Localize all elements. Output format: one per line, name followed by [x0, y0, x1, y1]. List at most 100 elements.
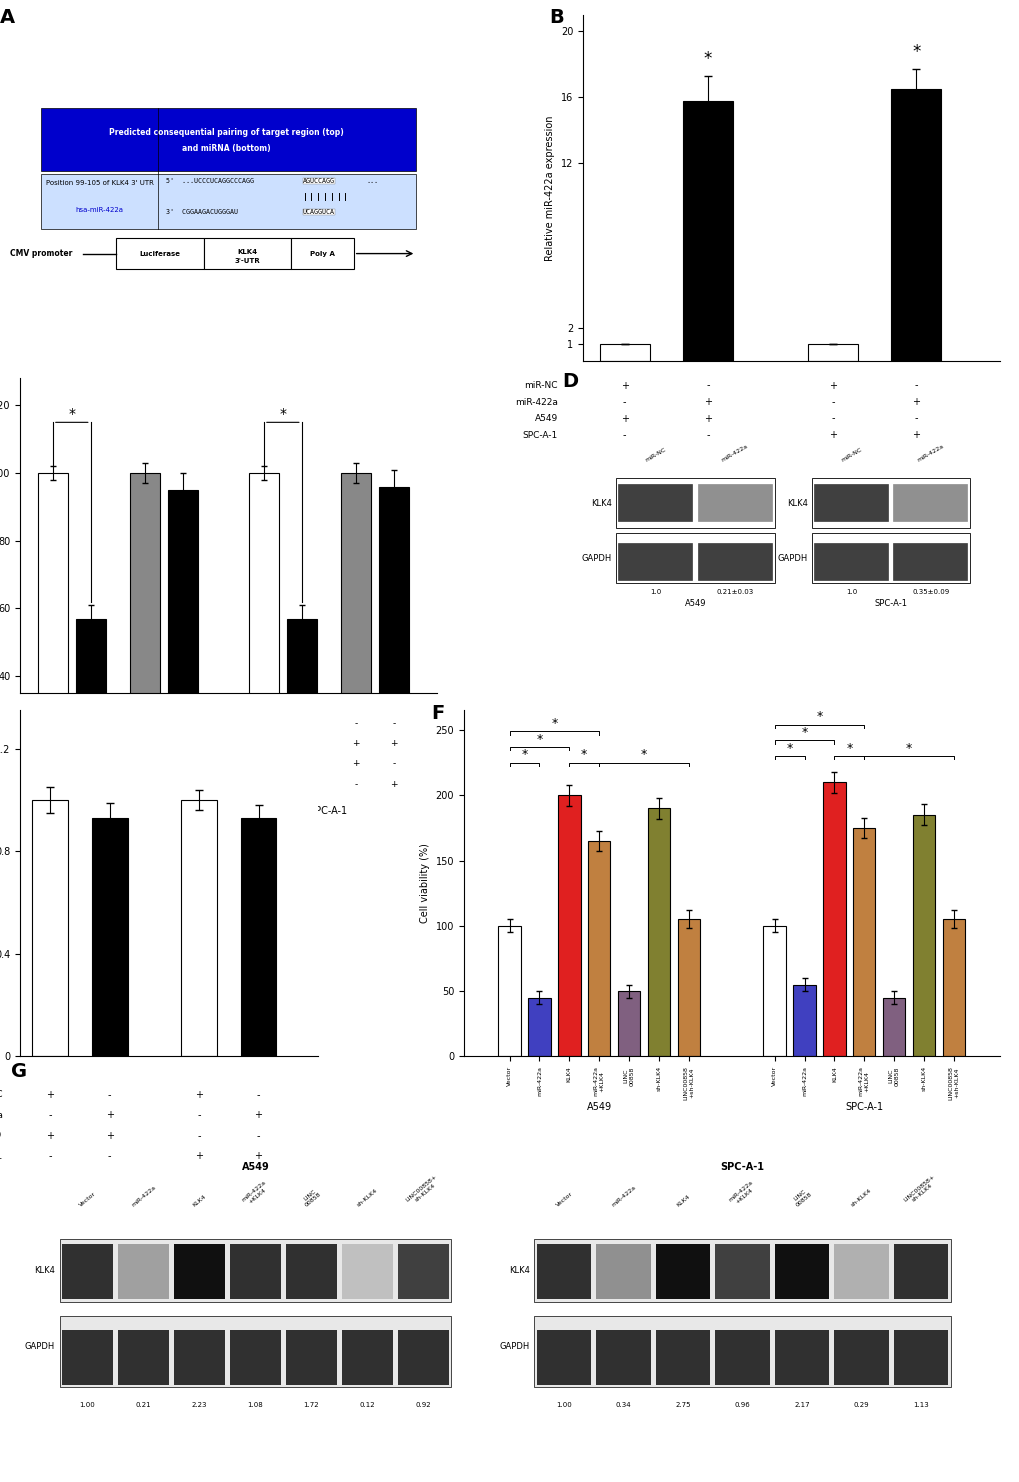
FancyBboxPatch shape	[41, 173, 416, 230]
Text: +: +	[255, 1152, 262, 1162]
Text: B: B	[549, 7, 564, 27]
Text: sh-KLK4: sh-KLK4	[850, 1187, 872, 1208]
Text: -: -	[623, 397, 626, 408]
Text: -: -	[181, 759, 184, 769]
Text: A549: A549	[0, 1131, 2, 1141]
Text: -: -	[914, 381, 917, 391]
Text: -: -	[48, 1110, 52, 1120]
Text: 0.21±0.03: 0.21±0.03	[715, 590, 753, 596]
Bar	[618, 991, 640, 1057]
Text: Vector: Vector	[78, 1192, 97, 1208]
Text: LINC
00858: LINC 00858	[791, 1187, 812, 1208]
Text: 0.34: 0.34	[615, 1402, 631, 1408]
Text: *: *	[279, 406, 286, 421]
Text: A549: A549	[684, 599, 705, 608]
Text: *: *	[68, 406, 75, 421]
Text: +: +	[49, 719, 57, 728]
FancyBboxPatch shape	[397, 1243, 448, 1298]
Text: +: +	[106, 1110, 113, 1120]
Text: 3'-UTR: 3'-UTR	[234, 258, 260, 264]
FancyBboxPatch shape	[174, 1329, 225, 1384]
Text: 0.35±0.09: 0.35±0.09	[911, 590, 949, 596]
Text: CMV promoter: CMV promoter	[10, 249, 72, 258]
FancyBboxPatch shape	[285, 1243, 336, 1298]
Text: +: +	[298, 780, 306, 788]
Y-axis label: Cell viability (%): Cell viability (%)	[420, 843, 430, 923]
Text: A549: A549	[586, 1103, 611, 1112]
FancyBboxPatch shape	[596, 1243, 650, 1298]
Bar	[677, 919, 699, 1057]
Text: *: *	[801, 726, 807, 740]
Text: miR-NC: miR-NC	[0, 1091, 2, 1100]
Text: A549: A549	[534, 413, 557, 422]
Text: -: -	[181, 719, 184, 728]
Text: and miRNA (bottom): and miRNA (bottom)	[182, 144, 271, 153]
FancyBboxPatch shape	[893, 1329, 948, 1384]
Text: GAPDH: GAPDH	[776, 554, 807, 563]
Text: miR-422a: miR-422a	[130, 1184, 157, 1208]
Bar	[683, 101, 733, 360]
Text: -: -	[623, 430, 626, 440]
FancyBboxPatch shape	[893, 542, 967, 581]
Bar	[534, 1239, 950, 1303]
Text: -: -	[300, 759, 303, 769]
Bar	[498, 926, 521, 1057]
FancyBboxPatch shape	[174, 1243, 225, 1298]
Text: KLK4: KLK4	[237, 249, 258, 255]
Bar	[204, 239, 291, 270]
Text: miR-422a: miR-422a	[0, 1112, 2, 1120]
Bar	[75, 618, 106, 811]
Bar	[793, 984, 815, 1057]
Bar	[811, 534, 969, 582]
Bar	[822, 782, 845, 1057]
Text: -: -	[391, 759, 395, 769]
Text: +: +	[260, 719, 267, 728]
Text: +: +	[389, 780, 397, 788]
Text: +: +	[87, 780, 95, 788]
Text: +: +	[46, 1131, 54, 1141]
Bar	[852, 828, 874, 1057]
Text: 0.92: 0.92	[415, 1402, 431, 1408]
Bar	[38, 473, 67, 811]
Bar	[59, 1239, 450, 1303]
Bar	[249, 473, 278, 811]
FancyBboxPatch shape	[536, 1329, 591, 1384]
Bar	[528, 997, 550, 1057]
Bar	[807, 344, 857, 360]
FancyBboxPatch shape	[813, 483, 889, 522]
FancyBboxPatch shape	[118, 1329, 169, 1384]
Text: GAPDH: GAPDH	[499, 1341, 529, 1350]
Text: +: +	[298, 719, 306, 728]
Text: -: -	[705, 430, 709, 440]
Text: LINC00858+
sh-KLK4: LINC00858+ sh-KLK4	[902, 1174, 938, 1208]
Text: Vector: Vector	[554, 1192, 573, 1208]
Text: KLK4: KLK4	[508, 1266, 529, 1275]
Text: KLK4: KLK4	[591, 499, 611, 508]
Bar	[762, 926, 785, 1057]
Text: 0.12: 0.12	[359, 1402, 375, 1408]
Text: 1.08: 1.08	[248, 1402, 263, 1408]
FancyBboxPatch shape	[774, 1329, 828, 1384]
Text: -: -	[51, 740, 54, 748]
Text: SPC-A-1: SPC-A-1	[874, 599, 907, 608]
Text: *: *	[815, 710, 821, 723]
Bar	[59, 1316, 450, 1387]
Text: Predicted consequential pairing of target region (top): Predicted consequential pairing of targe…	[109, 127, 343, 136]
Text: +: +	[389, 740, 397, 748]
Text: -: -	[830, 413, 834, 424]
Text: *: *	[536, 732, 542, 745]
Bar	[129, 473, 160, 811]
FancyBboxPatch shape	[618, 542, 693, 581]
Text: 1.0: 1.0	[845, 590, 856, 596]
Text: KLK4: KLK4	[192, 1193, 207, 1208]
Text: miR-NC: miR-NC	[644, 448, 666, 464]
Text: miR-422a: miR-422a	[916, 445, 945, 464]
Text: Position 99-105 of KLK4 3' UTR: Position 99-105 of KLK4 3' UTR	[46, 179, 153, 185]
Text: -: -	[914, 413, 917, 424]
Text: *: *	[581, 748, 587, 762]
Text: -: -	[48, 1152, 52, 1162]
Text: A549: A549	[105, 806, 130, 817]
Bar	[599, 344, 649, 360]
Text: 1.00: 1.00	[555, 1402, 572, 1408]
Bar	[587, 840, 609, 1057]
